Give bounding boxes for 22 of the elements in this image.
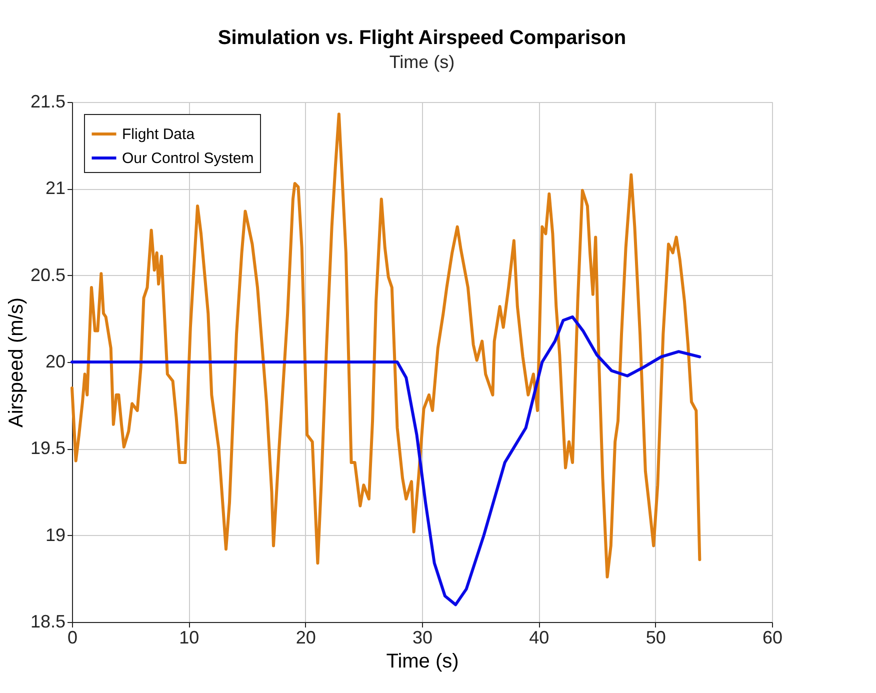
legend-label: Our Control System xyxy=(122,150,254,167)
y-axis-title: Airspeed (m/s) xyxy=(5,297,28,428)
line-series xyxy=(70,315,702,606)
y-tick-label: 19.5 xyxy=(30,438,66,458)
chart-title: Simulation vs. Flight Airspeed Comparison xyxy=(218,27,626,49)
legend-label: Flight Data xyxy=(122,126,196,143)
x-tick-label: 10 xyxy=(179,628,200,648)
line-series xyxy=(70,112,702,578)
y-tick-label: 20 xyxy=(45,352,66,372)
y-tick-label: 18.5 xyxy=(30,612,66,632)
x-axis-title: Time (s) xyxy=(386,650,459,672)
text: Time (s) xyxy=(389,52,455,72)
x-tick-label: 0 xyxy=(67,628,78,648)
y-tick-label: 21 xyxy=(45,178,66,198)
x-tick-label: 30 xyxy=(412,628,433,648)
y-tick-label: 21.5 xyxy=(30,92,66,112)
x-tick-label: 40 xyxy=(529,628,550,648)
y-tick-label: 20.5 xyxy=(30,264,66,285)
x-tick-label: 60 xyxy=(762,628,783,648)
x-tick-label: 50 xyxy=(646,628,666,648)
y-tick-label: 19 xyxy=(45,524,66,545)
x-tick-label: 20 xyxy=(296,628,316,648)
